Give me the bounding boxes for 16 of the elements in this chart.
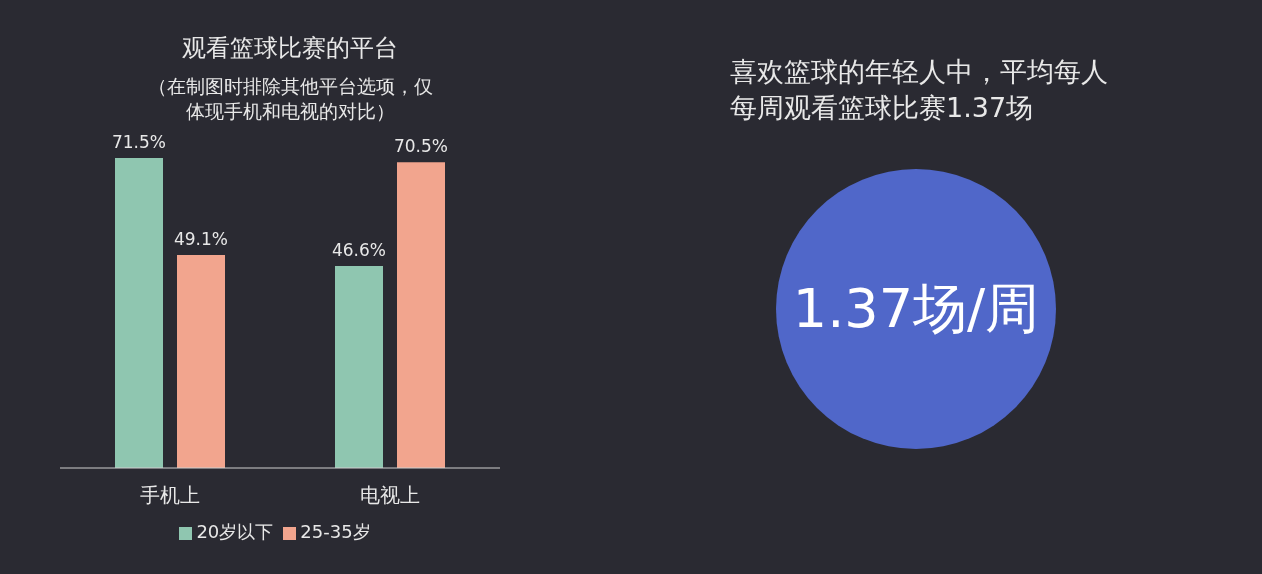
text: 喜欢篮球的年轻人中，平均每人每周观看篮球比赛1.37场 xyxy=(730,55,1109,125)
chart-title: 观看篮球比赛的平台 xyxy=(181,33,399,64)
chart-subtitle: （在制图时排除其他平台选项，仅体现手机和电视的对比） xyxy=(146,74,434,124)
legend-label: 20岁以下 xyxy=(196,521,274,542)
x-tick-label: 手机上 xyxy=(140,483,200,508)
bar xyxy=(115,158,163,468)
bar xyxy=(397,162,445,468)
data-label: 46.6% xyxy=(331,239,387,260)
x-tick-label: 电视上 xyxy=(360,483,420,508)
text: 1.37场/周 xyxy=(791,276,1041,342)
data-label: 49.1% xyxy=(173,229,229,250)
bar xyxy=(335,265,383,468)
data-label: 70.5% xyxy=(393,136,449,157)
legend-label: 25-35岁 xyxy=(300,521,371,542)
bar xyxy=(177,255,225,468)
data-label: 71.5% xyxy=(111,132,167,152)
